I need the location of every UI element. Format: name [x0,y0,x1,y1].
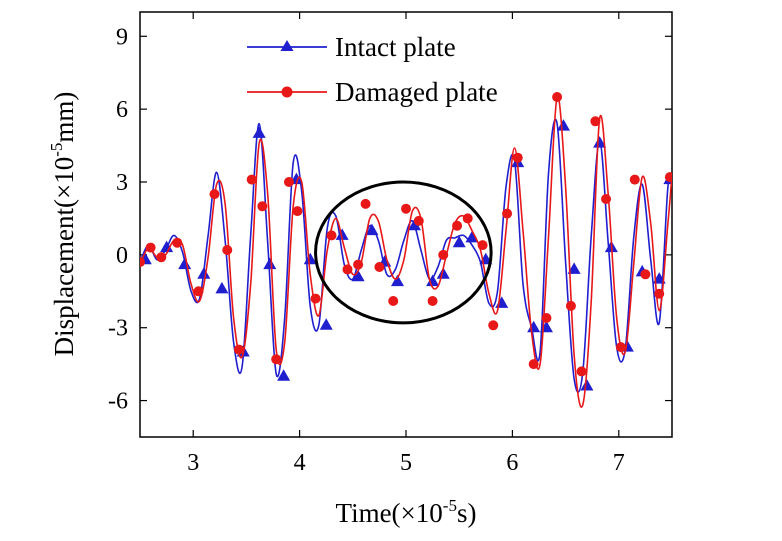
data-point [252,126,266,138]
data-point [427,296,438,306]
data-point [277,369,291,381]
data-point [388,296,399,306]
data-point [197,267,211,279]
data-point [664,172,672,183]
legend-label-damaged: Damaged plate [335,77,498,107]
data-point [310,293,321,304]
data-point [615,342,626,353]
data-point [257,201,268,212]
data-point [193,286,204,297]
highlight-ellipse [314,180,493,325]
x-axis-label: Time(×10-5s) [336,496,477,528]
data-point [590,116,601,127]
plot-area: 3 4 5 6 7 -6 -3 0 3 6 9 [108,11,673,476]
legend-marker-circle [281,86,293,98]
y-tick-label: 9 [116,24,128,50]
x-tick-label: 4 [294,450,306,476]
data-point [654,288,665,299]
data-point [283,177,294,187]
data-point [271,354,282,365]
data-point [541,313,552,323]
data-point [233,344,244,355]
data-point [140,257,145,268]
x-tick-label: 6 [506,450,518,476]
data-point [303,252,317,265]
data-point [512,152,523,163]
data-point [413,215,424,226]
data-point [263,257,277,270]
data-point [319,318,333,330]
data-point [178,257,192,270]
data-point [222,245,233,255]
legend-item-damaged: Damaged plate [247,77,498,107]
data-point [462,213,473,224]
data-point [145,242,156,253]
data-point [292,206,303,217]
data-point [172,237,183,248]
x-tick-label: 7 [613,450,625,476]
data-point [640,269,651,280]
data-point [209,189,220,200]
data-point [528,359,539,370]
data-point [326,230,337,241]
data-point [576,366,587,377]
y-ticks: -6 -3 0 3 6 9 [108,24,672,415]
x-tick-label: 5 [400,450,412,476]
data-point [593,136,607,148]
legend-label-intact: Intact plate [335,32,456,62]
legend-marker-triangle [280,40,294,51]
data-point [567,262,581,274]
data-point [401,203,411,214]
data-point [342,264,353,275]
x-ticks: 3 4 5 6 7 [187,12,625,476]
y-tick-label: 6 [116,97,128,123]
y-tick-label: -6 [108,389,128,415]
y-axis-label: Displacement(×10-5mm) [47,92,79,357]
data-point [465,230,479,243]
data-point [552,92,563,102]
data-point [488,320,499,331]
legend: Intact plate Damaged plate [247,32,498,107]
data-point [408,218,422,231]
series-line [140,95,672,408]
data-point [360,198,371,209]
data-point [390,274,404,287]
data-point [374,262,385,272]
data-point [351,269,365,282]
data-point [353,259,364,270]
x-tick-label: 3 [187,450,199,476]
series-damaged-plate [140,92,672,408]
data-point [215,281,229,294]
data-point [436,267,450,279]
data-point [477,240,488,251]
data-point [580,379,594,391]
series-layer [140,92,672,408]
data-point [527,320,541,333]
data-point [565,300,576,311]
data-point [160,240,174,253]
data-point [438,249,449,260]
data-point [246,174,257,185]
data-point [601,194,612,204]
series-line [140,118,672,393]
data-point [335,228,349,240]
series-intact-plate [140,118,672,393]
data-point [495,296,509,308]
legend-item-intact: Intact plate [247,32,456,62]
y-tick-label: 0 [116,243,128,269]
data-point [452,220,463,231]
data-point [629,174,640,185]
data-point [502,208,513,219]
data-point [556,119,570,131]
data-point [426,274,440,287]
data-point [452,235,466,248]
y-tick-label: -3 [108,316,128,342]
y-tick-label: 3 [116,170,128,196]
data-point [365,223,379,236]
data-point [156,252,167,263]
